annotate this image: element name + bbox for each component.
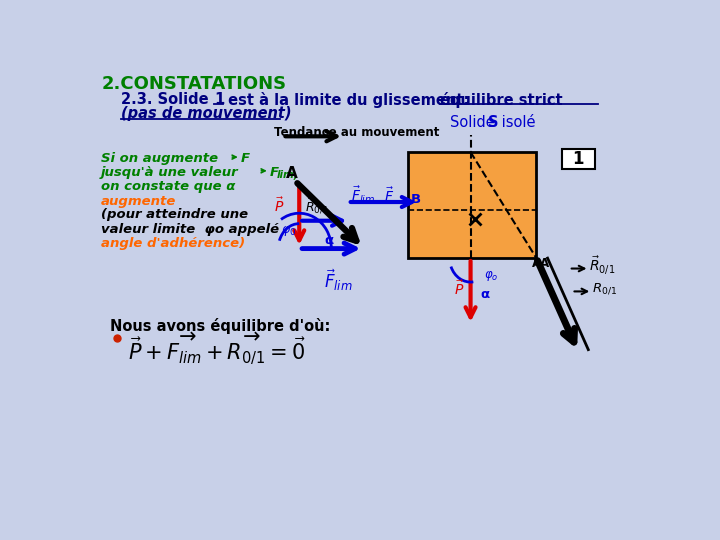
Text: équilibre strict: équilibre strict: [441, 92, 563, 108]
Text: lim,: lim,: [277, 170, 299, 180]
Text: α: α: [481, 288, 490, 301]
Text: augmente: augmente: [101, 194, 176, 207]
Text: $\vec{F}_{lim}$: $\vec{F}_{lim}$: [351, 185, 376, 206]
Text: angle d'adhérence): angle d'adhérence): [101, 238, 246, 251]
Text: 2.3. Solide: 2.3. Solide: [121, 92, 213, 107]
Text: 2.CONSTATATIONS: 2.CONSTATATIONS: [101, 75, 287, 93]
Text: $\varphi_o$: $\varphi_o$: [484, 269, 498, 283]
Text: est à la limite du glissement:: est à la limite du glissement:: [222, 92, 474, 108]
Text: $\vec{R}_{0/1}$: $\vec{R}_{0/1}$: [305, 197, 329, 215]
Text: $\vec{P}+\overrightarrow{F_{lim}}+\overrightarrow{R_{0/1}}=\vec{0}$: $\vec{P}+\overrightarrow{F_{lim}}+\overr…: [128, 329, 305, 366]
Text: F: F: [240, 152, 250, 165]
Text: Solide: Solide: [450, 114, 499, 130]
Text: isolé: isolé: [498, 114, 536, 130]
Text: $\vec{R}_{0/1}$: $\vec{R}_{0/1}$: [590, 254, 616, 276]
Text: A: A: [287, 166, 298, 181]
Text: on constate que α: on constate que α: [101, 180, 235, 193]
Text: Si on augmente: Si on augmente: [101, 152, 223, 165]
Text: (pas de mouvement): (pas de mouvement): [121, 106, 291, 122]
Bar: [408, 152, 536, 258]
Text: $R_{0/1}$: $R_{0/1}$: [593, 281, 618, 296]
Bar: [562, 149, 595, 168]
Text: S: S: [488, 114, 499, 130]
Text: Tendance au mouvement: Tendance au mouvement: [274, 126, 439, 139]
Text: AA: AA: [532, 258, 550, 271]
Text: (pour atteindre une: (pour atteindre une: [101, 208, 248, 221]
Text: Nous avons équilibre d'où:: Nous avons équilibre d'où:: [109, 319, 330, 334]
Text: $\vec{F}_{lim}$: $\vec{F}_{lim}$: [324, 268, 353, 293]
Text: 1: 1: [572, 150, 584, 168]
Text: $\vec{P}$: $\vec{P}$: [274, 197, 284, 215]
Text: jusqu'à une valeur: jusqu'à une valeur: [101, 166, 243, 179]
Text: valeur limite  φo appelé: valeur limite φo appelé: [101, 223, 279, 236]
Text: $\varphi_0$: $\varphi_0$: [281, 224, 296, 238]
Text: $\vec{P}$: $\vec{P}$: [454, 279, 464, 298]
Text: F: F: [270, 166, 279, 179]
Text: α: α: [324, 234, 333, 247]
Text: 1: 1: [214, 92, 224, 107]
Text: B: B: [411, 193, 421, 206]
Text: $\vec{F}$: $\vec{F}$: [384, 186, 395, 205]
